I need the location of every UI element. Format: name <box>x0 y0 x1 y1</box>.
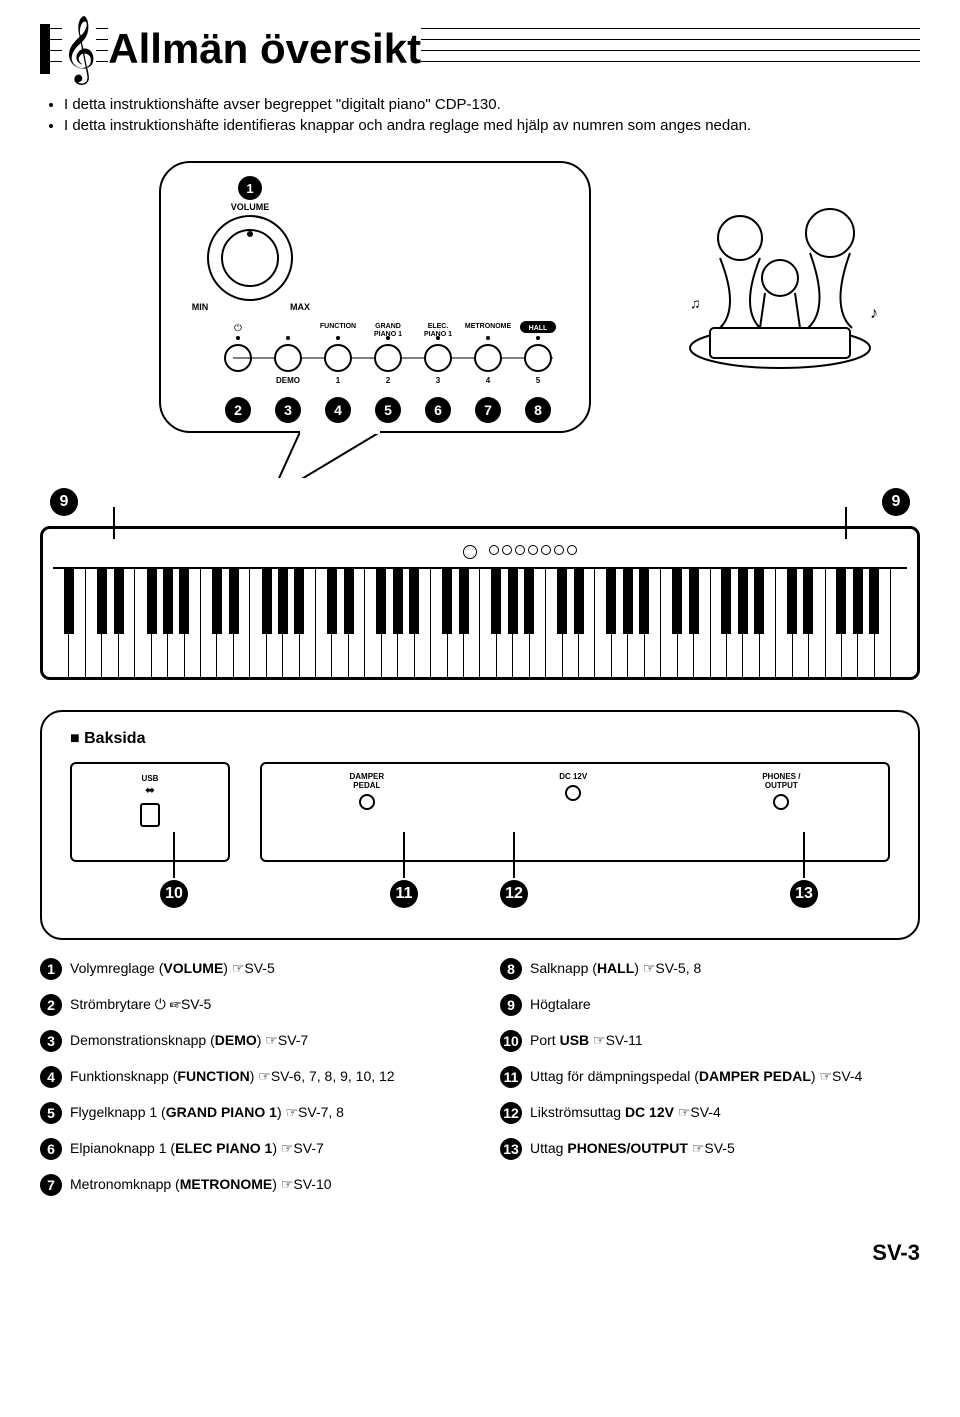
legend-text: Volymreglage (VOLUME) ☞SV-5 <box>70 959 275 979</box>
legend-item: 3 Demonstrationsknapp (DEMO) ☞SV-7 <box>40 1030 460 1052</box>
legend-item: 10 Port USB ☞SV-11 <box>500 1030 920 1052</box>
legend-text: Port USB ☞SV-11 <box>530 1031 643 1051</box>
legend-item: 1 Volymreglage (VOLUME) ☞SV-5 <box>40 958 460 980</box>
back-panel-section: ■ Baksida USB ⬌ DAMPERPEDAL DC 12V PHONES … <box>40 710 920 940</box>
bullet-1: I detta instruktionshäfte avser begreppe… <box>64 96 920 113</box>
legend-num: 11 <box>500 1066 522 1088</box>
legend-item: 11 Uttag för dämpningspedal (DAMPER PEDA… <box>500 1066 920 1088</box>
svg-text:2: 2 <box>386 376 391 385</box>
svg-text:♪: ♪ <box>870 305 878 322</box>
svg-text:METRONOME: METRONOME <box>465 323 512 330</box>
piano-body <box>40 526 920 680</box>
legend-text: Strömbrytare ⏻ ☞SV-5 <box>70 995 211 1015</box>
legend-num: 1 <box>40 958 62 980</box>
svg-text:MIN: MIN <box>192 302 209 312</box>
svg-text:5: 5 <box>536 376 541 385</box>
legend-num: 10 <box>500 1030 522 1052</box>
legend-text: Salknapp (HALL) ☞SV-5, 8 <box>530 959 701 979</box>
svg-text:2: 2 <box>234 402 242 418</box>
back-panel-title: ■ Baksida <box>70 730 890 748</box>
legend-text: Elpianoknapp 1 (ELEC PIANO 1) ☞SV-7 <box>70 1139 324 1159</box>
legend-num: 12 <box>500 1102 522 1124</box>
legend-text: Flygelknapp 1 (GRAND PIANO 1) ☞SV-7, 8 <box>70 1103 344 1123</box>
svg-text:FUNCTION: FUNCTION <box>320 323 356 330</box>
page-footer: SV-3 <box>40 1240 920 1266</box>
legend-text: Likströmsuttag DC 12V ☞SV-4 <box>530 1103 721 1123</box>
svg-text:⏻: ⏻ <box>234 323 242 334</box>
legend-item: 13 Uttag PHONES/OUTPUT ☞SV-5 <box>500 1138 920 1160</box>
speaker-callouts: 9 9 <box>40 488 920 516</box>
svg-text:PIANO 1: PIANO 1 <box>424 331 452 338</box>
legend-item: 5 Flygelknapp 1 (GRAND PIANO 1) ☞SV-7, 8 <box>40 1102 460 1124</box>
keyboard-figure <box>40 526 920 680</box>
legend-num: 8 <box>500 958 522 980</box>
usb-box: USB ⬌ <box>70 762 230 862</box>
bullet-2: I detta instruktionshäfte identifieras k… <box>64 117 920 134</box>
usb-label: USB <box>72 774 228 783</box>
svg-text:1: 1 <box>336 376 341 385</box>
svg-text:DEMO: DEMO <box>276 376 300 385</box>
legend-num: 5 <box>40 1102 62 1124</box>
legend-item: 12 Likströmsuttag DC 12V ☞SV-4 <box>500 1102 920 1124</box>
legend-num: 7 <box>40 1174 62 1196</box>
page-title: Allmän översikt <box>108 25 421 73</box>
legend-item: 7 Metronomknapp (METRONOME) ☞SV-10 <box>40 1174 460 1196</box>
legend-item: 4 Funktionsknapp (FUNCTION) ☞SV-6, 7, 8,… <box>40 1066 460 1088</box>
intro-bullets: I detta instruktionshäfte avser begreppe… <box>64 96 920 134</box>
svg-text:MAX: MAX <box>290 302 310 312</box>
back-callout-num: 12 <box>500 880 528 908</box>
legend-num: 4 <box>40 1066 62 1088</box>
svg-text:1: 1 <box>246 181 253 196</box>
jack-item: DC 12V <box>559 772 587 805</box>
legend-item: 6 Elpianoknapp 1 (ELEC PIANO 1) ☞SV-7 <box>40 1138 460 1160</box>
legend-left-column: 1 Volymreglage (VOLUME) ☞SV-5 2 Strömbryt… <box>40 958 460 1210</box>
legend-text: Demonstrationsknapp (DEMO) ☞SV-7 <box>70 1031 308 1051</box>
legend-item: 9 Högtalare <box>500 994 920 1016</box>
svg-text:7: 7 <box>484 402 492 418</box>
jack-item: PHONES /OUTPUT <box>762 772 800 814</box>
svg-text:PIANO 1: PIANO 1 <box>374 331 402 338</box>
speaker-num-right: 9 <box>882 488 910 516</box>
back-callout-num: 10 <box>160 880 188 908</box>
header-bar <box>40 24 50 74</box>
legend-text: Funktionsknapp (FUNCTION) ☞SV-6, 7, 8, 9… <box>70 1067 395 1087</box>
legend-text: Uttag PHONES/OUTPUT ☞SV-5 <box>530 1139 735 1159</box>
back-callout-num: 11 <box>390 880 418 908</box>
svg-text:HALL: HALL <box>529 325 548 332</box>
legend: 1 Volymreglage (VOLUME) ☞SV-5 2 Strömbryt… <box>40 958 920 1210</box>
control-panel-diagram: VOLUME MIN MAX 1 ⏻ DEMO FUNCTION 1 GRAND… <box>40 158 920 478</box>
jack-item: DAMPERPEDAL <box>350 772 385 814</box>
page-header: 𝄞 Allmän översikt <box>40 20 920 78</box>
svg-text:4: 4 <box>486 376 491 385</box>
svg-text:4: 4 <box>334 402 342 418</box>
svg-text:GRAND: GRAND <box>375 323 401 330</box>
speaker-num-left: 9 <box>50 488 78 516</box>
legend-text: Metronomknapp (METRONOME) ☞SV-10 <box>70 1175 332 1195</box>
svg-text:8: 8 <box>534 402 542 418</box>
legend-text: Högtalare <box>530 995 591 1015</box>
treble-clef-icon: 𝄞 <box>62 20 96 78</box>
legend-num: 9 <box>500 994 522 1016</box>
jacks-box: DAMPERPEDAL DC 12V PHONES /OUTPUT <box>260 762 890 862</box>
legend-text: Uttag för dämpningspedal (DAMPER PEDAL) … <box>530 1067 862 1087</box>
legend-num: 13 <box>500 1138 522 1160</box>
svg-text:♫: ♫ <box>690 295 701 311</box>
legend-right-column: 8 Salknapp (HALL) ☞SV-5, 8 9 Högtalare 10 … <box>500 958 920 1210</box>
svg-text:3: 3 <box>436 376 441 385</box>
legend-num: 2 <box>40 994 62 1016</box>
legend-num: 3 <box>40 1030 62 1052</box>
svg-text:VOLUME: VOLUME <box>231 202 270 212</box>
svg-text:ELEC.: ELEC. <box>428 323 449 330</box>
svg-text:3: 3 <box>284 402 292 418</box>
back-callout-num: 13 <box>790 880 818 908</box>
legend-item: 2 Strömbrytare ⏻ ☞SV-5 <box>40 994 460 1016</box>
legend-item: 8 Salknapp (HALL) ☞SV-5, 8 <box>500 958 920 980</box>
svg-text:6: 6 <box>434 402 442 418</box>
legend-num: 6 <box>40 1138 62 1160</box>
svg-text:5: 5 <box>384 402 392 418</box>
